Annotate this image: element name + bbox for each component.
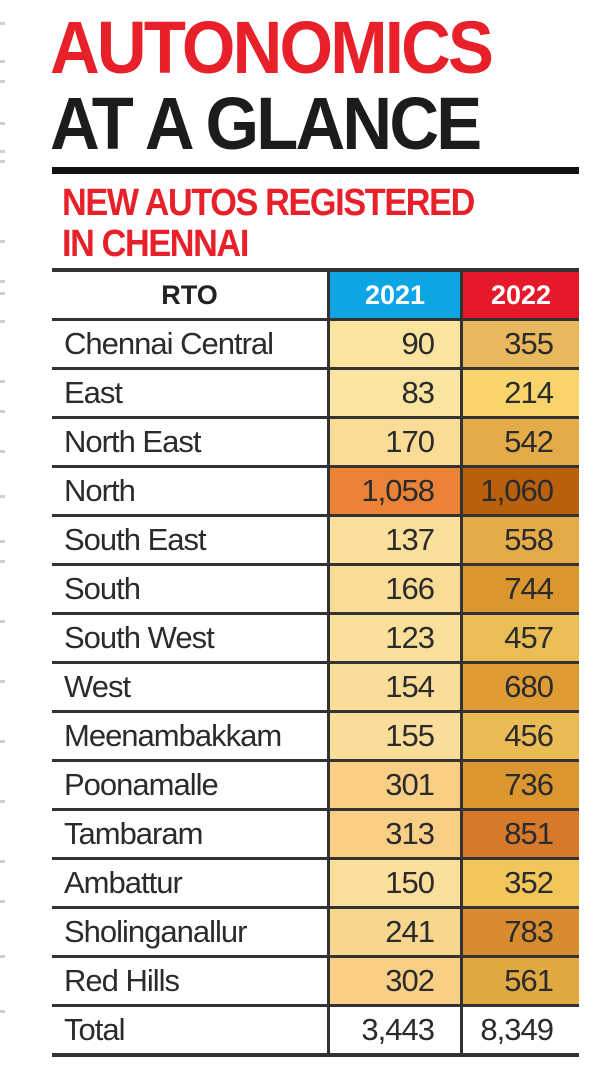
value-2022: 1,060	[460, 465, 579, 516]
rto-name: East	[52, 367, 329, 418]
value-2021: 302	[327, 955, 462, 1006]
rto-name: North East	[52, 416, 329, 467]
table-row: Chennai Central 90 355	[52, 318, 579, 369]
value-2022: 352	[460, 857, 579, 908]
subtitle-line-1: NEW AUTOS REGISTERED	[62, 182, 475, 224]
table-row: North East 170 542	[52, 416, 579, 467]
value-2021: 123	[327, 612, 462, 663]
value-2021: 154	[327, 661, 462, 712]
value-2022: 680	[460, 661, 579, 712]
table-row: West 154 680	[52, 661, 579, 712]
total-2021: 3,443	[327, 1004, 462, 1057]
page-margin-marks	[0, 0, 8, 1067]
table-row: Poonamalle 301 736	[52, 759, 579, 810]
title-divider	[52, 167, 579, 174]
table-total-row: Total 3,443 8,349	[52, 1004, 579, 1057]
title-line-1: AUTONOMICS	[50, 6, 494, 89]
value-2021: 83	[327, 367, 462, 418]
column-header-2022: 2022	[460, 268, 579, 320]
value-2022: 558	[460, 514, 579, 565]
registrations-table: RTO 2021 2022 Chennai Central 90 355 East 83…	[52, 268, 579, 1057]
column-header-rto: RTO	[52, 268, 329, 320]
value-2022: 457	[460, 612, 579, 663]
rto-name: South	[52, 563, 329, 614]
value-2022: 214	[460, 367, 579, 418]
rto-name: Poonamalle	[52, 759, 329, 810]
rto-name: Meenambakkam	[52, 710, 329, 761]
value-2021: 170	[327, 416, 462, 467]
subtitle-line-2: IN CHENNAI	[62, 223, 249, 265]
total-label: Total	[52, 1004, 329, 1057]
value-2022: 561	[460, 955, 579, 1006]
value-2022: 851	[460, 808, 579, 859]
value-2021: 301	[327, 759, 462, 810]
value-2022: 456	[460, 710, 579, 761]
rto-name: Tambaram	[52, 808, 329, 859]
table-row: South West 123 457	[52, 612, 579, 663]
value-2021: 1,058	[327, 465, 462, 516]
table-row: Red Hills 302 561	[52, 955, 579, 1006]
value-2021: 241	[327, 906, 462, 957]
value-2021: 137	[327, 514, 462, 565]
table-row: Ambattur 150 352	[52, 857, 579, 908]
value-2021: 313	[327, 808, 462, 859]
rto-name: Chennai Central	[52, 318, 329, 369]
value-2022: 542	[460, 416, 579, 467]
table-row: Sholinganallur 241 783	[52, 906, 579, 957]
value-2022: 736	[460, 759, 579, 810]
rto-name: Red Hills	[52, 955, 329, 1006]
value-2021: 166	[327, 563, 462, 614]
table-row: Tambaram 313 851	[52, 808, 579, 859]
table-row: North 1,058 1,060	[52, 465, 579, 516]
subtitle: NEW AUTOS REGISTERED IN CHENNAI	[62, 182, 475, 265]
table-row: South East 137 558	[52, 514, 579, 565]
table-row: Meenambakkam 155 456	[52, 710, 579, 761]
value-2021: 150	[327, 857, 462, 908]
title-line-2: AT A GLANCE	[50, 82, 482, 165]
rto-name: Sholinganallur	[52, 906, 329, 957]
rto-name: West	[52, 661, 329, 712]
total-2022: 8,349	[460, 1004, 579, 1057]
value-2021: 155	[327, 710, 462, 761]
rto-name: South East	[52, 514, 329, 565]
value-2022: 744	[460, 563, 579, 614]
rto-name: South West	[52, 612, 329, 663]
value-2021: 90	[327, 318, 462, 369]
table-header-row: RTO 2021 2022	[52, 268, 579, 320]
table-row: East 83 214	[52, 367, 579, 418]
table-row: South 166 744	[52, 563, 579, 614]
value-2022: 783	[460, 906, 579, 957]
rto-name: Ambattur	[52, 857, 329, 908]
rto-name: North	[52, 465, 329, 516]
value-2022: 355	[460, 318, 579, 369]
column-header-2021: 2021	[327, 268, 462, 320]
